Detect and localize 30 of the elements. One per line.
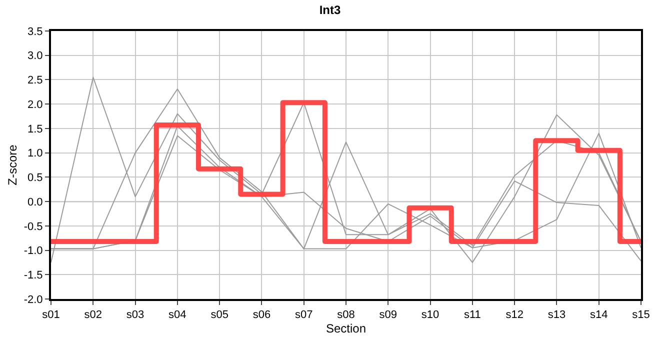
y-tick-label: 2.0	[28, 98, 43, 111]
y-tick-label: 3.5	[28, 26, 43, 38]
x-tick-label: s04	[168, 309, 186, 322]
y-tick-label: 2.5	[28, 74, 43, 87]
y-axis-title: Z-score	[6, 144, 20, 186]
x-tick-label: s06	[252, 309, 271, 322]
x-tick-label: s03	[126, 309, 144, 322]
x-axis-title: Section	[326, 322, 366, 336]
x-tick-label: s11	[464, 309, 481, 322]
y-tick-label: 3.0	[28, 50, 43, 62]
x-tick-label: s02	[84, 309, 102, 322]
x-tick-label: s14	[590, 309, 608, 322]
y-tick-label: -0.5	[24, 220, 43, 233]
x-tick-label: s15	[632, 309, 650, 322]
x-tick-label: s07	[294, 309, 313, 322]
x-tick-label: s10	[421, 309, 440, 322]
x-tick-label: s01	[42, 309, 60, 322]
x-tick-label: s08	[337, 309, 355, 322]
y-tick-label: 1.0	[28, 148, 43, 160]
y-tick-label: 1.5	[28, 123, 43, 136]
y-tick-label: -1.5	[24, 269, 43, 282]
y-tick-label: 0.5	[28, 172, 43, 184]
x-tick-label: s13	[548, 309, 566, 322]
y-tick-label: -2.0	[24, 294, 43, 306]
chart-title: Int3	[319, 2, 341, 17]
x-tick-label: s05	[210, 309, 228, 322]
y-tick-label: -1.0	[24, 245, 43, 258]
x-tick-label: s12	[506, 309, 524, 322]
x-tick-label: s09	[379, 309, 398, 322]
y-tick-label: 0.0	[28, 196, 43, 208]
